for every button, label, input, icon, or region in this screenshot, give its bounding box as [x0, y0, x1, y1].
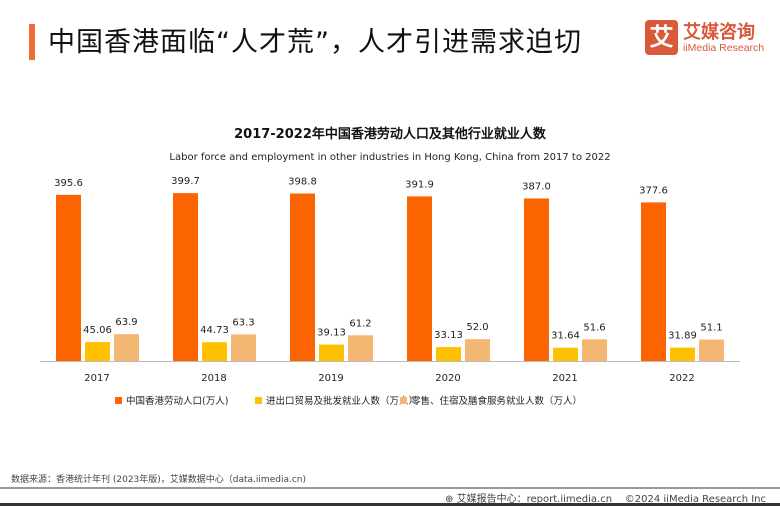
- bar-2018-s2: [202, 342, 227, 361]
- bar-2020-s3: [465, 339, 490, 361]
- data-label: 45.06: [83, 325, 112, 336]
- report-link[interactable]: 艾媒报告中心：report.iimedia.cn: [456, 494, 613, 505]
- data-label: 61.2: [349, 318, 371, 329]
- bar-2020-s2: [436, 347, 461, 361]
- legend-swatch: [115, 397, 122, 404]
- data-label: 377.6: [639, 185, 668, 196]
- bottom-bar: [0, 503, 780, 506]
- bar-2022-s2: [670, 347, 695, 361]
- data-label: 387.0: [522, 181, 551, 192]
- iimedia-logo: 艾 艾媒咨询 iiMedia Research: [645, 18, 770, 58]
- bar-2019-s3: [348, 335, 373, 361]
- bar-2021-s2: [553, 347, 578, 361]
- data-label: 39.13: [317, 328, 346, 339]
- bar-2018-s1: [173, 193, 198, 361]
- bar-2020-s1: [407, 196, 432, 361]
- x-tick-label: 2017: [84, 373, 109, 384]
- bar-2019-s2: [319, 344, 344, 361]
- footer-divider: [0, 487, 780, 489]
- chart-title: 2017-2022年中国香港劳动人口及其他行业就业人数: [234, 126, 547, 142]
- copyright: ©2024 iiMedia Research Inc: [624, 494, 766, 505]
- legend-swatch: [255, 397, 262, 404]
- bar-2019-s1: [290, 193, 315, 361]
- data-label: 391.9: [405, 179, 434, 190]
- bar-2017-s3: [114, 334, 139, 361]
- page-title: 中国香港面临“人才荒”，人才引进需求迫切: [48, 27, 582, 58]
- logo-en: iiMedia Research: [683, 42, 765, 54]
- x-tick-label: 2022: [669, 373, 694, 384]
- data-label: 31.64: [551, 331, 580, 342]
- bar-2022-s3: [699, 339, 724, 361]
- bar-2018-s3: [231, 334, 256, 361]
- data-label: 31.89: [668, 331, 697, 342]
- bar-2021-s3: [582, 339, 607, 361]
- legend-label: 零售、住宿及膳食服务就业人数（万人）: [411, 395, 582, 407]
- data-source: 数据来源：香港统计年刊 (2023年版)，艾媒数据中心（data.iimedia…: [11, 475, 306, 485]
- legend-label: 中国香港劳动人口(万人): [126, 395, 228, 407]
- legend-label: 进出口贸易及批发就业人数（万人）: [266, 395, 418, 407]
- data-label: 52.0: [466, 322, 488, 333]
- bar-2021-s1: [524, 198, 549, 361]
- chart-subtitle: Labor force and employment in other indu…: [169, 152, 610, 163]
- x-tick-label: 2020: [435, 373, 460, 384]
- data-label: 63.9: [115, 317, 137, 328]
- bar-2017-s2: [85, 342, 110, 361]
- title-accent-bar: [29, 24, 35, 60]
- logo-mark: 艾: [645, 20, 678, 55]
- bar-2022-s1: [641, 202, 666, 361]
- data-label: 63.3: [232, 317, 254, 328]
- x-tick-label: 2018: [201, 373, 226, 384]
- data-label: 398.8: [288, 177, 317, 188]
- logo-cn: 艾媒咨询: [683, 22, 755, 43]
- data-label: 44.73: [200, 325, 229, 336]
- footer-text: ⊕ 艾媒报告中心：report.iimedia.cn ©2024 iiMedia…: [445, 490, 766, 505]
- data-label: 51.6: [583, 322, 605, 333]
- bar-chart: 2017-2022年中国香港劳动人口及其他行业就业人数 Labor force a…: [40, 126, 740, 407]
- x-tick-label: 2019: [318, 373, 343, 384]
- x-tick-label: 2021: [552, 373, 577, 384]
- data-label: 33.13: [434, 330, 463, 341]
- globe-icon: ⊕: [445, 494, 454, 505]
- data-label: 395.6: [54, 178, 83, 189]
- data-label: 51.1: [700, 323, 722, 334]
- bar-2017-s1: [56, 194, 81, 361]
- legend-swatch: [400, 397, 407, 404]
- data-label: 399.7: [171, 176, 200, 187]
